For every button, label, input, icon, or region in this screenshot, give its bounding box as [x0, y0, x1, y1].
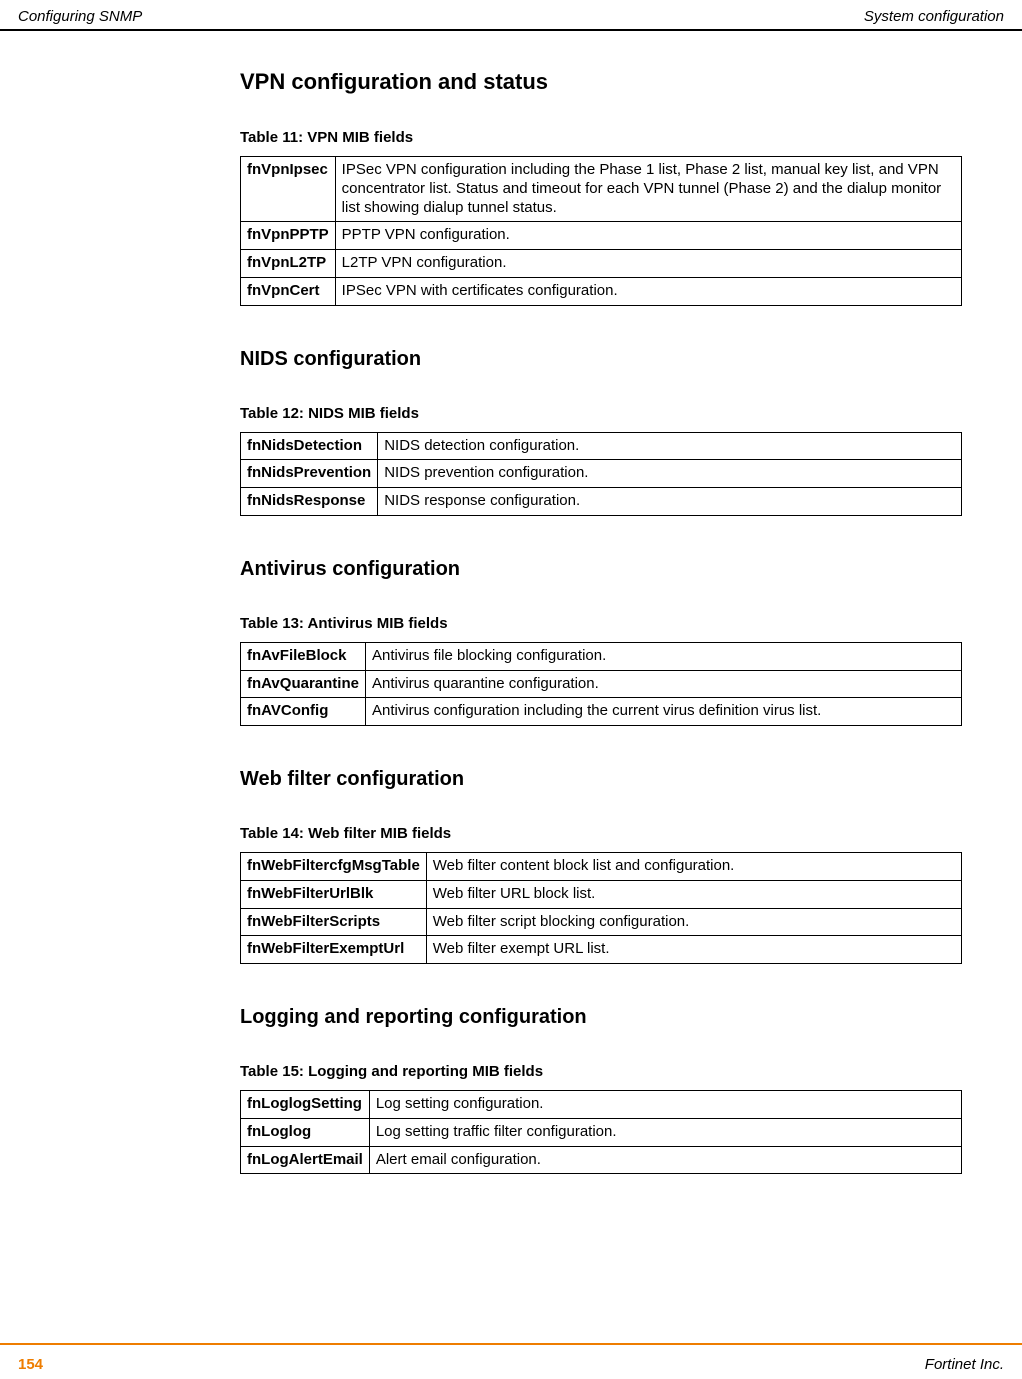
section-heading: Web filter configuration: [240, 768, 962, 791]
table-row: fnLoglogLog setting traffic filter confi…: [241, 1118, 962, 1146]
section-heading: NIDS configuration: [240, 348, 962, 371]
mib-table: fnVpnIpsecIPSec VPN configuration includ…: [240, 156, 962, 306]
table-row: fnLoglogSettingLog setting configuration…: [241, 1091, 962, 1119]
field-description: Web filter script blocking configuration…: [426, 908, 961, 936]
mib-table: fnAvFileBlockAntivirus file blocking con…: [240, 642, 962, 726]
field-name: fnNidsPrevention: [241, 460, 378, 488]
table-row: fnWebFilterUrlBlkWeb filter URL block li…: [241, 880, 962, 908]
field-name: fnAVConfig: [241, 698, 366, 726]
table-caption: Table 14: Web filter MIB fields: [240, 825, 962, 842]
running-footer: 154 Fortinet Inc.: [0, 1356, 1022, 1373]
table-row: fnAVConfigAntivirus configuration includ…: [241, 698, 962, 726]
field-name: fnNidsResponse: [241, 488, 378, 516]
field-name: fnAvFileBlock: [241, 642, 366, 670]
field-name: fnVpnIpsec: [241, 157, 336, 222]
section-heading: Logging and reporting configuration: [240, 1006, 962, 1029]
table-caption: Table 12: NIDS MIB fields: [240, 405, 962, 422]
mib-table: fnWebFiltercfgMsgTableWeb filter content…: [240, 852, 962, 964]
running-header: Configuring SNMP System configuration: [0, 0, 1022, 31]
section-heading: Antivirus configuration: [240, 558, 962, 581]
content-area: VPN configuration and status Table 11: VP…: [0, 69, 1022, 1174]
field-description: IPSec VPN configuration including the Ph…: [335, 157, 961, 222]
field-description: NIDS prevention configuration.: [378, 460, 962, 488]
table-caption: Table 13: Antivirus MIB fields: [240, 615, 962, 632]
field-description: Alert email configuration.: [369, 1146, 961, 1174]
field-name: fnVpnCert: [241, 277, 336, 305]
table-row: fnNidsResponseNIDS response configuratio…: [241, 488, 962, 516]
page-number: 154: [18, 1356, 43, 1373]
field-description: Antivirus configuration including the cu…: [365, 698, 961, 726]
field-name: fnAvQuarantine: [241, 670, 366, 698]
field-name: fnNidsDetection: [241, 432, 378, 460]
table-row: fnNidsPreventionNIDS prevention configur…: [241, 460, 962, 488]
field-description: L2TP VPN configuration.: [335, 250, 961, 278]
table-row: fnAvQuarantineAntivirus quarantine confi…: [241, 670, 962, 698]
field-description: IPSec VPN with certificates configuratio…: [335, 277, 961, 305]
field-name: fnLogAlertEmail: [241, 1146, 370, 1174]
field-description: Log setting traffic filter configuration…: [369, 1118, 961, 1146]
section-heading: VPN configuration and status: [240, 69, 962, 95]
field-name: fnVpnL2TP: [241, 250, 336, 278]
table-row: fnVpnCertIPSec VPN with certificates con…: [241, 277, 962, 305]
table-row: fnVpnPPTPPPTP VPN configuration.: [241, 222, 962, 250]
field-name: fnLoglog: [241, 1118, 370, 1146]
field-name: fnWebFilterUrlBlk: [241, 880, 427, 908]
field-description: NIDS detection configuration.: [378, 432, 962, 460]
field-name: fnWebFilterScripts: [241, 908, 427, 936]
table-row: fnLogAlertEmailAlert email configuration…: [241, 1146, 962, 1174]
mib-table: fnLoglogSettingLog setting configuration…: [240, 1090, 962, 1174]
field-description: Log setting configuration.: [369, 1091, 961, 1119]
footer-rule: [0, 1343, 1022, 1345]
field-name: fnWebFilterExemptUrl: [241, 936, 427, 964]
field-description: Antivirus file blocking configuration.: [365, 642, 961, 670]
table-row: fnWebFiltercfgMsgTableWeb filter content…: [241, 853, 962, 881]
page: Configuring SNMP System configuration VP…: [0, 0, 1022, 1379]
mib-table: fnNidsDetectionNIDS detection configurat…: [240, 432, 962, 516]
field-description: NIDS response configuration.: [378, 488, 962, 516]
field-description: Web filter URL block list.: [426, 880, 961, 908]
field-description: Web filter content block list and config…: [426, 853, 961, 881]
header-left: Configuring SNMP: [18, 8, 142, 25]
field-name: fnLoglogSetting: [241, 1091, 370, 1119]
table-row: fnVpnL2TPL2TP VPN configuration.: [241, 250, 962, 278]
header-right: System configuration: [864, 8, 1004, 25]
table-row: fnVpnIpsecIPSec VPN configuration includ…: [241, 157, 962, 222]
field-name: fnVpnPPTP: [241, 222, 336, 250]
table-row: fnWebFilterExemptUrlWeb filter exempt UR…: [241, 936, 962, 964]
footer-right: Fortinet Inc.: [925, 1356, 1004, 1373]
field-name: fnWebFiltercfgMsgTable: [241, 853, 427, 881]
field-description: PPTP VPN configuration.: [335, 222, 961, 250]
table-row: fnNidsDetectionNIDS detection configurat…: [241, 432, 962, 460]
table-caption: Table 11: VPN MIB fields: [240, 129, 962, 146]
table-row: fnWebFilterScriptsWeb filter script bloc…: [241, 908, 962, 936]
table-caption: Table 15: Logging and reporting MIB fiel…: [240, 1063, 962, 1080]
table-row: fnAvFileBlockAntivirus file blocking con…: [241, 642, 962, 670]
field-description: Antivirus quarantine configuration.: [365, 670, 961, 698]
field-description: Web filter exempt URL list.: [426, 936, 961, 964]
